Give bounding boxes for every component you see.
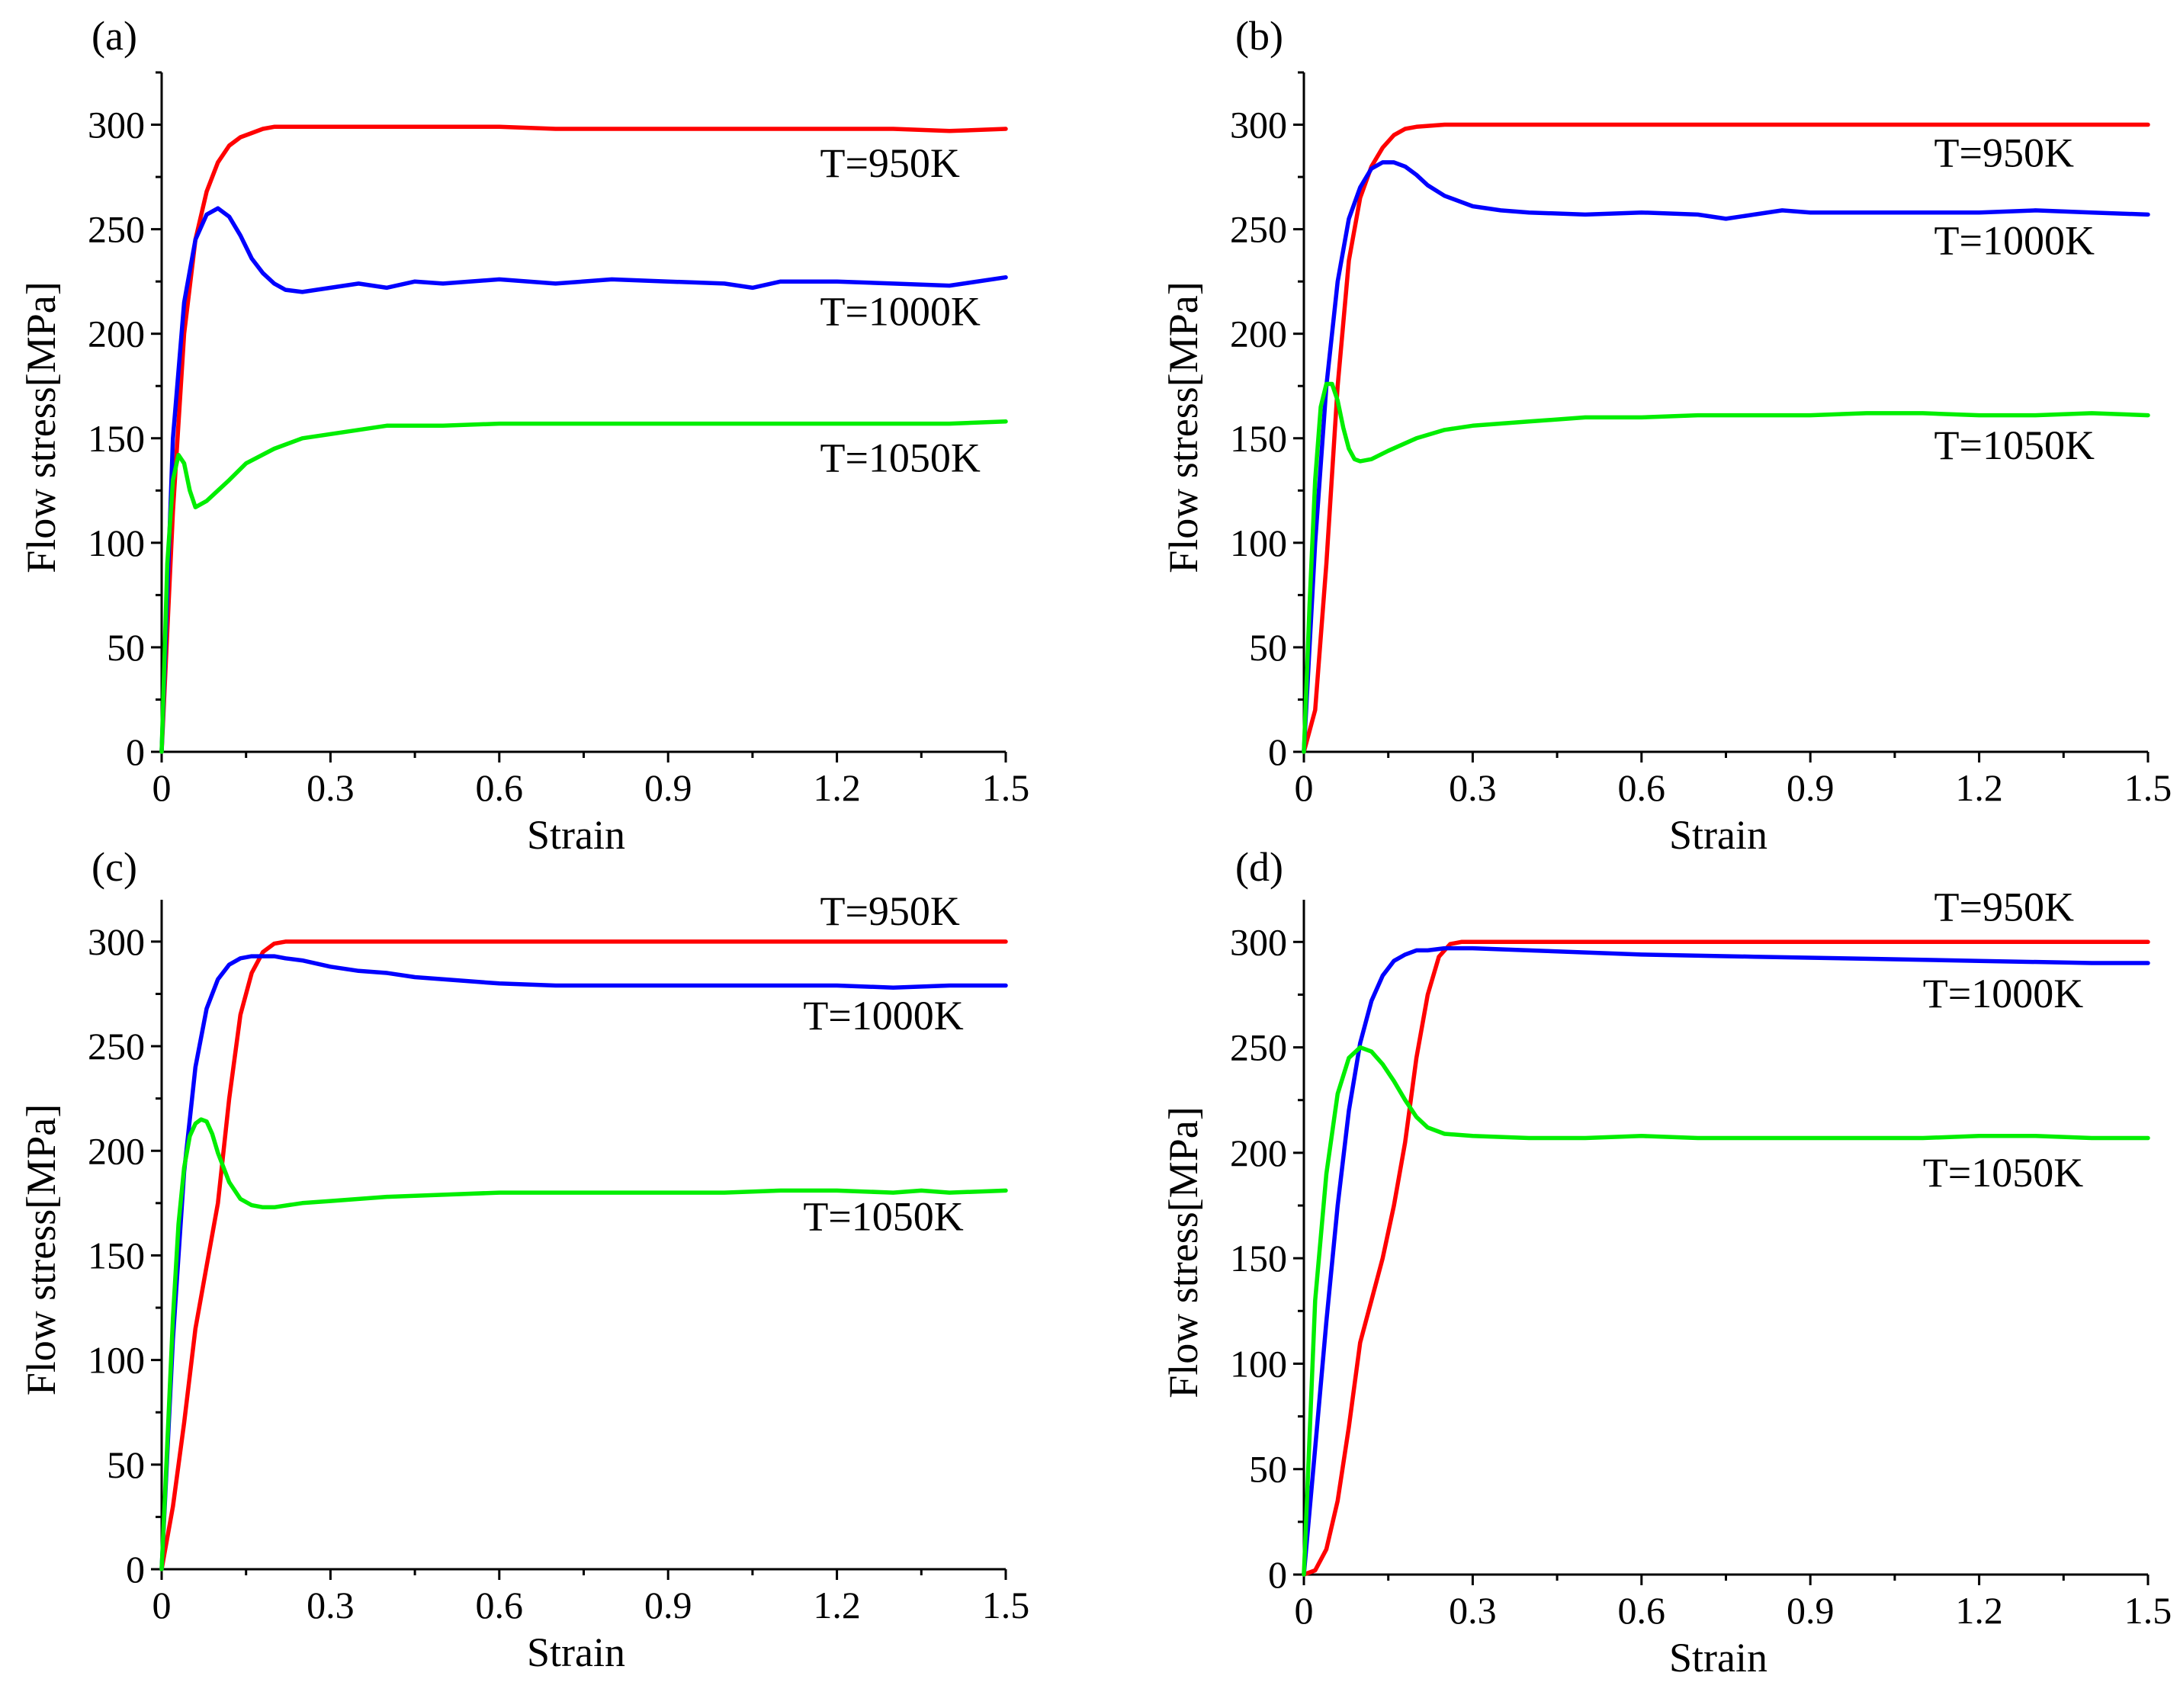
x-tick-label: 0 bbox=[153, 1584, 172, 1626]
series-line-t1000k bbox=[1302, 946, 2150, 1577]
series-label: T=1000K bbox=[803, 993, 963, 1039]
y-tick-label: 0 bbox=[126, 1548, 145, 1591]
x-tick-label: 1.2 bbox=[1955, 1589, 2003, 1632]
x-tick-label: 1.5 bbox=[982, 766, 1030, 809]
y-tick-label: 150 bbox=[88, 1234, 145, 1276]
series-line-t1050k bbox=[159, 1117, 1008, 1572]
x-tick-label: 0.6 bbox=[476, 766, 524, 809]
x-tick-label: 0 bbox=[153, 766, 172, 809]
series-label: T=1050K bbox=[820, 435, 980, 481]
y-tick-label: 0 bbox=[1268, 730, 1287, 773]
y-tick-label: 100 bbox=[1230, 1342, 1287, 1385]
x-tick-label: 0.6 bbox=[1618, 766, 1666, 809]
x-axis-title: Strain bbox=[527, 1629, 625, 1675]
y-tick-label: 300 bbox=[88, 920, 145, 963]
x-axis-title: Strain bbox=[1669, 1635, 1767, 1681]
y-axis-title: Flow stress[MPa] bbox=[18, 1104, 64, 1396]
x-tick-label: 0.6 bbox=[476, 1584, 524, 1626]
y-tick-label: 100 bbox=[1230, 522, 1287, 564]
series-line-t1050k bbox=[1302, 1045, 2150, 1577]
x-tick-label: 0.3 bbox=[1449, 1589, 1497, 1632]
series-label: T=1000K bbox=[820, 289, 980, 335]
series-label: T=950K bbox=[820, 140, 959, 186]
x-tick-label: 0.6 bbox=[1618, 1589, 1666, 1632]
y-tick-label: 50 bbox=[107, 1443, 145, 1486]
series-line-t1000k bbox=[159, 954, 1008, 1572]
y-tick-label: 50 bbox=[107, 626, 145, 669]
series-line-t1000k bbox=[159, 206, 1008, 754]
series-line-t950k bbox=[1302, 939, 2150, 1577]
series-label: T=1050K bbox=[803, 1194, 963, 1240]
x-tick-label: 0.9 bbox=[644, 766, 692, 809]
y-tick-label: 50 bbox=[1249, 626, 1287, 669]
y-axis-title: Flow stress[MPa] bbox=[18, 281, 64, 573]
x-tick-label: 1.5 bbox=[982, 1584, 1030, 1626]
x-axis-title: Strain bbox=[1669, 812, 1767, 858]
y-tick-label: 200 bbox=[88, 1129, 145, 1172]
y-tick-label: 150 bbox=[88, 417, 145, 460]
series-line-t950k bbox=[159, 124, 1008, 754]
series-label: T=1050K bbox=[1923, 1150, 2083, 1196]
y-tick-label: 250 bbox=[88, 208, 145, 251]
series-label: T=1050K bbox=[1934, 422, 2095, 468]
y-tick-label: 150 bbox=[1230, 417, 1287, 460]
y-tick-label: 250 bbox=[88, 1025, 145, 1068]
x-tick-label: 0.9 bbox=[644, 1584, 692, 1626]
chart-panel-c: (c) 0 50 100 150 200 250 300 0 0.3 0.6 0.9 1.2 1.5 Str… bbox=[18, 844, 1029, 1675]
y-tick-label: 100 bbox=[88, 522, 145, 564]
x-tick-label: 1.5 bbox=[2124, 1589, 2172, 1632]
x-tick-label: 1.2 bbox=[1955, 766, 2003, 809]
x-tick-label: 0.3 bbox=[1449, 766, 1497, 809]
series-line-t1050k bbox=[159, 419, 1008, 754]
x-axis-title: Strain bbox=[527, 812, 625, 858]
series-line-t1050k bbox=[1302, 381, 2150, 754]
series-label: T=1000K bbox=[1934, 218, 2095, 264]
x-tick-label: 0 bbox=[1295, 1589, 1314, 1632]
y-tick-label: 0 bbox=[126, 730, 145, 773]
y-tick-label: 300 bbox=[1230, 104, 1287, 146]
y-tick-label: 200 bbox=[1230, 1132, 1287, 1174]
chart-panel-a: (a) 0 50 100 150 200 250 300 0 0.3 0.6 0.9 1.2 1.5 Str… bbox=[18, 13, 1029, 858]
series-label: T=1000K bbox=[1923, 971, 2083, 1016]
y-tick-label: 100 bbox=[88, 1339, 145, 1382]
y-tick-label: 200 bbox=[1230, 313, 1287, 355]
y-tick-label: 200 bbox=[88, 313, 145, 355]
series-line-t950k bbox=[159, 939, 1008, 1572]
y-tick-label: 50 bbox=[1249, 1448, 1287, 1491]
y-tick-label: 250 bbox=[1230, 1026, 1287, 1069]
y-tick-label: 250 bbox=[1230, 208, 1287, 251]
panel-label: (c) bbox=[92, 844, 137, 890]
x-tick-label: 0.3 bbox=[307, 1584, 355, 1626]
y-tick-label: 300 bbox=[1230, 920, 1287, 963]
panel-label: (a) bbox=[92, 13, 137, 59]
x-tick-label: 0 bbox=[1295, 766, 1314, 809]
x-tick-label: 0.9 bbox=[1787, 766, 1835, 809]
y-tick-label: 300 bbox=[88, 104, 145, 146]
series-line-t950k bbox=[1302, 122, 2150, 754]
series-label: T=950K bbox=[1934, 884, 2074, 930]
y-axis-title: Flow stress[MPa] bbox=[1161, 281, 1206, 573]
x-tick-label: 0.3 bbox=[307, 766, 355, 809]
series-line-t1000k bbox=[1302, 160, 2150, 754]
chart-panel-b: (b) 0 50 100 150 200 250 300 0 0.3 0.6 0.9 1.2 1.5 Str… bbox=[1161, 13, 2172, 858]
series-label: T=950K bbox=[820, 888, 959, 934]
y-tick-label: 150 bbox=[1230, 1237, 1287, 1279]
x-tick-label: 1.5 bbox=[2124, 766, 2172, 809]
chart-panel-d: (d) 0 50 100 150 200 250 300 0 0.3 0.6 0.9 1.2 1.5 Str… bbox=[1161, 844, 2172, 1681]
x-tick-label: 0.9 bbox=[1787, 1589, 1835, 1632]
y-axis-title: Flow stress[MPa] bbox=[1161, 1106, 1206, 1398]
panel-label: (b) bbox=[1235, 13, 1283, 59]
series-label: T=950K bbox=[1934, 130, 2074, 175]
y-tick-label: 0 bbox=[1268, 1553, 1287, 1596]
x-tick-label: 1.2 bbox=[813, 1584, 861, 1626]
panel-label: (d) bbox=[1235, 844, 1283, 890]
x-tick-label: 1.2 bbox=[813, 766, 861, 809]
